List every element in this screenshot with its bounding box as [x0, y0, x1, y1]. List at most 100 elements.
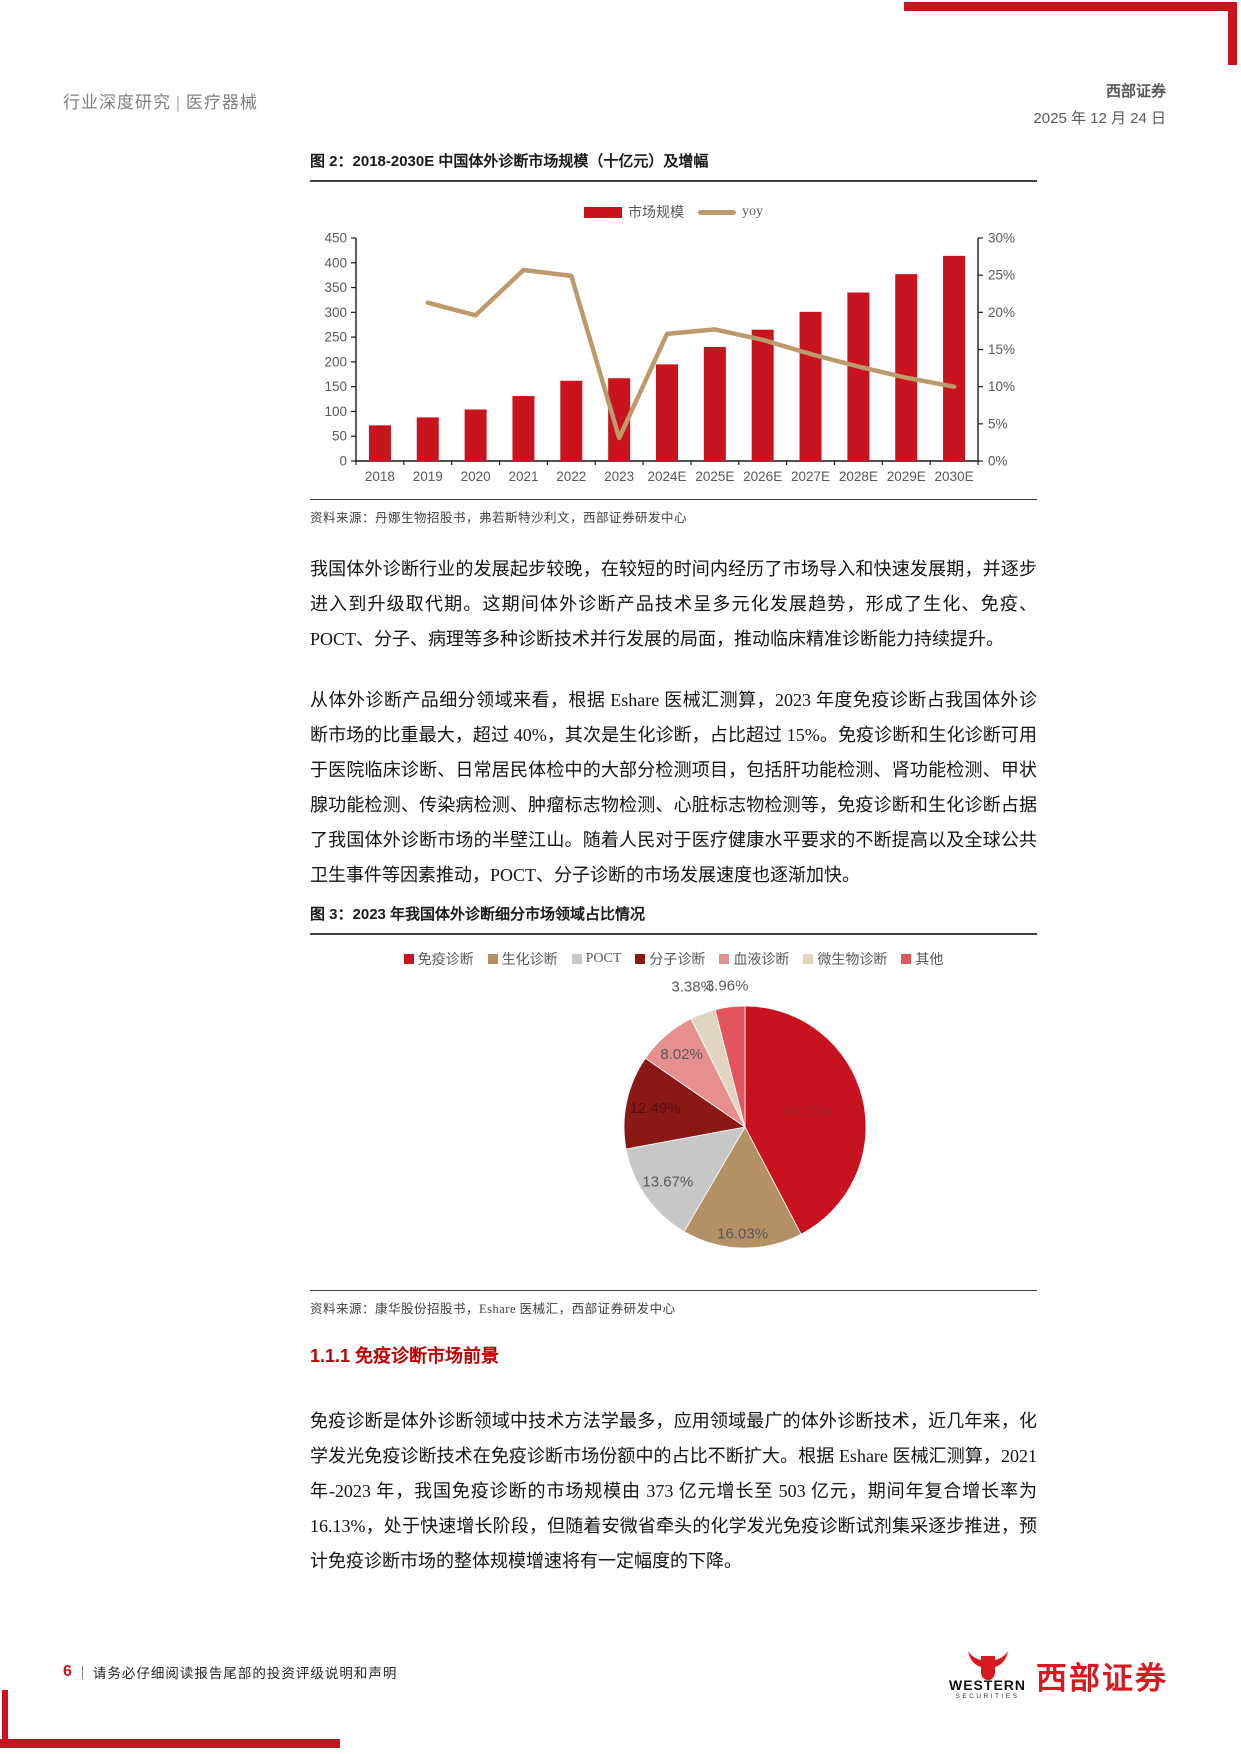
logo-english-block: WESTERN SECURITIES [949, 1650, 1026, 1701]
bottom-left-vertical-bar-decoration [2, 1690, 8, 1748]
svg-text:12.49%: 12.49% [630, 1100, 681, 1117]
svg-text:13.67%: 13.67% [642, 1173, 693, 1190]
svg-text:0%: 0% [988, 454, 1008, 469]
svg-text:42.25%: 42.25% [784, 1103, 835, 1120]
square-swatch-icon [635, 954, 646, 964]
figure2-title: 图 2：2018-2030E 中国体外诊断市场规模（十亿元）及增幅 [310, 153, 709, 170]
svg-text:2022: 2022 [556, 469, 586, 484]
svg-text:2020: 2020 [461, 469, 491, 484]
legend-item-pie: 生化诊断 [487, 949, 558, 969]
square-swatch-icon [571, 954, 582, 964]
legend-label: 生化诊断 [501, 953, 558, 968]
footer-left: 6 | 请务必仔细阅读报告尾部的投资评级说明和声明 [63, 1662, 397, 1682]
square-swatch-icon [803, 954, 814, 964]
svg-text:450: 450 [324, 231, 347, 246]
square-swatch-icon [901, 954, 912, 964]
legend-label: 市场规模 [628, 206, 684, 221]
svg-text:350: 350 [324, 280, 347, 295]
svg-text:2025E: 2025E [695, 469, 734, 484]
report-category: 行业深度研究 | 医疗器械 [63, 93, 258, 112]
figure3-source: 资料来源：康华股份招股书，Eshare 医械汇，西部证券研发中心 [310, 1302, 676, 1316]
logo-chinese-name: 西部证券 [1036, 1660, 1168, 1696]
figure2-bottom-rule [310, 499, 1037, 500]
figure3-top-rule [310, 933, 1037, 935]
paragraph-1: 我国体外诊断行业的发展起步较晚，在较短的时间内经历了市场导入和快速发展期，并逐步… [310, 559, 1037, 649]
svg-text:25%: 25% [988, 268, 1015, 283]
footer-disclaimer: 请务必仔细阅读报告尾部的投资评级说明和声明 [92, 1666, 398, 1681]
legend-item-line: yoy [698, 204, 763, 220]
legend-label: 免疫诊断 [417, 953, 474, 968]
footer-separator: | [80, 1663, 84, 1680]
svg-text:2030E: 2030E [935, 469, 974, 484]
svg-text:2023: 2023 [604, 469, 634, 484]
svg-text:8.02%: 8.02% [660, 1046, 703, 1063]
paragraph-2: 从体外诊断产品细分领域来看，根据 Eshare 医械汇测算，2023 年度免疫诊… [310, 690, 1037, 885]
legend-label: 其他 [915, 953, 944, 968]
header-right: 西部证券 2025 年 12 月 24 日 [1033, 80, 1166, 128]
line-swatch-icon [698, 209, 736, 215]
svg-text:300: 300 [324, 305, 347, 320]
svg-text:3.96%: 3.96% [706, 977, 749, 994]
svg-text:2027E: 2027E [791, 469, 830, 484]
svg-text:50: 50 [332, 429, 347, 444]
square-swatch-icon [487, 954, 498, 964]
figure3-bottom-rule [310, 1290, 1037, 1291]
figure3-legend: 免疫诊断 生化诊断 POCT 分子诊断 血液诊断 微生物诊断 其他 [310, 949, 1037, 969]
figure2-block: 图 2：2018-2030E 中国体外诊断市场规模（十亿元）及增幅 市场规模 yo… [310, 150, 1037, 526]
pie-chart: 42.25% 16.03% 13.67% 12.49% 8.02% 3.38%3.96% [623, 977, 867, 1249]
svg-text:2026E: 2026E [743, 469, 782, 484]
bull-icon [967, 1651, 1008, 1680]
svg-text:2028E: 2028E [839, 469, 878, 484]
svg-text:15%: 15% [988, 342, 1015, 357]
legend-item-bar: 市场规模 [584, 202, 684, 222]
legend-label: 分子诊断 [649, 953, 706, 968]
svg-text:2019: 2019 [413, 469, 443, 484]
paragraph-3: 免疫诊断是体外诊断领域中技术方法学最多，应用领域最广的体外诊断技术，近几年来，化… [310, 1411, 1037, 1571]
svg-text:2021: 2021 [508, 469, 538, 484]
svg-text:10%: 10% [988, 379, 1015, 394]
figure2-top-rule [310, 180, 1037, 182]
top-right-horizontal-bar-decoration [904, 2, 1237, 11]
svg-text:30%: 30% [988, 231, 1015, 246]
figure3-block: 图 3：2023 年我国体外诊断细分市场领域占比情况 免疫诊断 生化诊断 POCT 分… [310, 903, 1037, 1317]
page-number: 6 [63, 1663, 72, 1680]
figure3-title: 图 3：2023 年我国体外诊断细分市场领域占比情况 [310, 906, 646, 923]
legend-item-pie: 其他 [901, 949, 943, 969]
svg-text:100: 100 [324, 404, 347, 419]
section-heading: 1.1.1 免疫诊断市场前景 [310, 1346, 500, 1366]
svg-text:20%: 20% [988, 305, 1015, 320]
square-swatch-icon [403, 954, 414, 964]
legend-label: 微生物诊断 [817, 953, 888, 968]
bottom-left-horizontal-bar-decoration [0, 1739, 340, 1748]
svg-text:2018: 2018 [365, 469, 395, 484]
figure2-legend: 市场规模 yoy [310, 202, 1037, 222]
legend-item-pie: 免疫诊断 [403, 949, 474, 969]
figure2-source: 资料来源：丹娜生物招股书，弗若斯特沙利文，西部证券研发中心 [310, 511, 688, 525]
bar-swatch-icon [584, 206, 622, 218]
company-logo: WESTERN SECURITIES 西部证券 [949, 1650, 1168, 1701]
legend-item-pie: POCT [571, 951, 622, 967]
svg-text:0: 0 [339, 454, 347, 469]
svg-text:2029E: 2029E [887, 469, 926, 484]
report-date: 2025 年 12 月 24 日 [1033, 110, 1166, 127]
svg-text:5%: 5% [988, 416, 1008, 431]
logo-english-subtitle: SECURITIES [955, 1693, 1020, 1700]
svg-text:16.03%: 16.03% [717, 1226, 768, 1243]
legend-label: 血液诊断 [733, 953, 790, 968]
legend-item-pie: 分子诊断 [635, 949, 705, 969]
legend-item-pie: 微生物诊断 [803, 949, 887, 969]
svg-text:2024E: 2024E [647, 469, 686, 484]
legend-label: POCT [585, 951, 622, 966]
bar-line-chart: 0 50 100 150 200 250 300 350 400 450 0% 5% 10% 15% 20%… [324, 231, 1015, 485]
legend-item-pie: 血液诊断 [719, 949, 789, 969]
square-swatch-icon [719, 954, 730, 964]
svg-text:250: 250 [324, 330, 347, 345]
svg-text:150: 150 [324, 379, 347, 394]
svg-text:3.38%: 3.38% [671, 978, 714, 995]
brand-name: 西部证券 [1105, 84, 1166, 100]
legend-label: yoy [742, 204, 763, 219]
svg-text:200: 200 [324, 354, 347, 369]
top-right-vertical-bar-decoration [1228, 2, 1237, 65]
svg-text:400: 400 [324, 255, 347, 270]
